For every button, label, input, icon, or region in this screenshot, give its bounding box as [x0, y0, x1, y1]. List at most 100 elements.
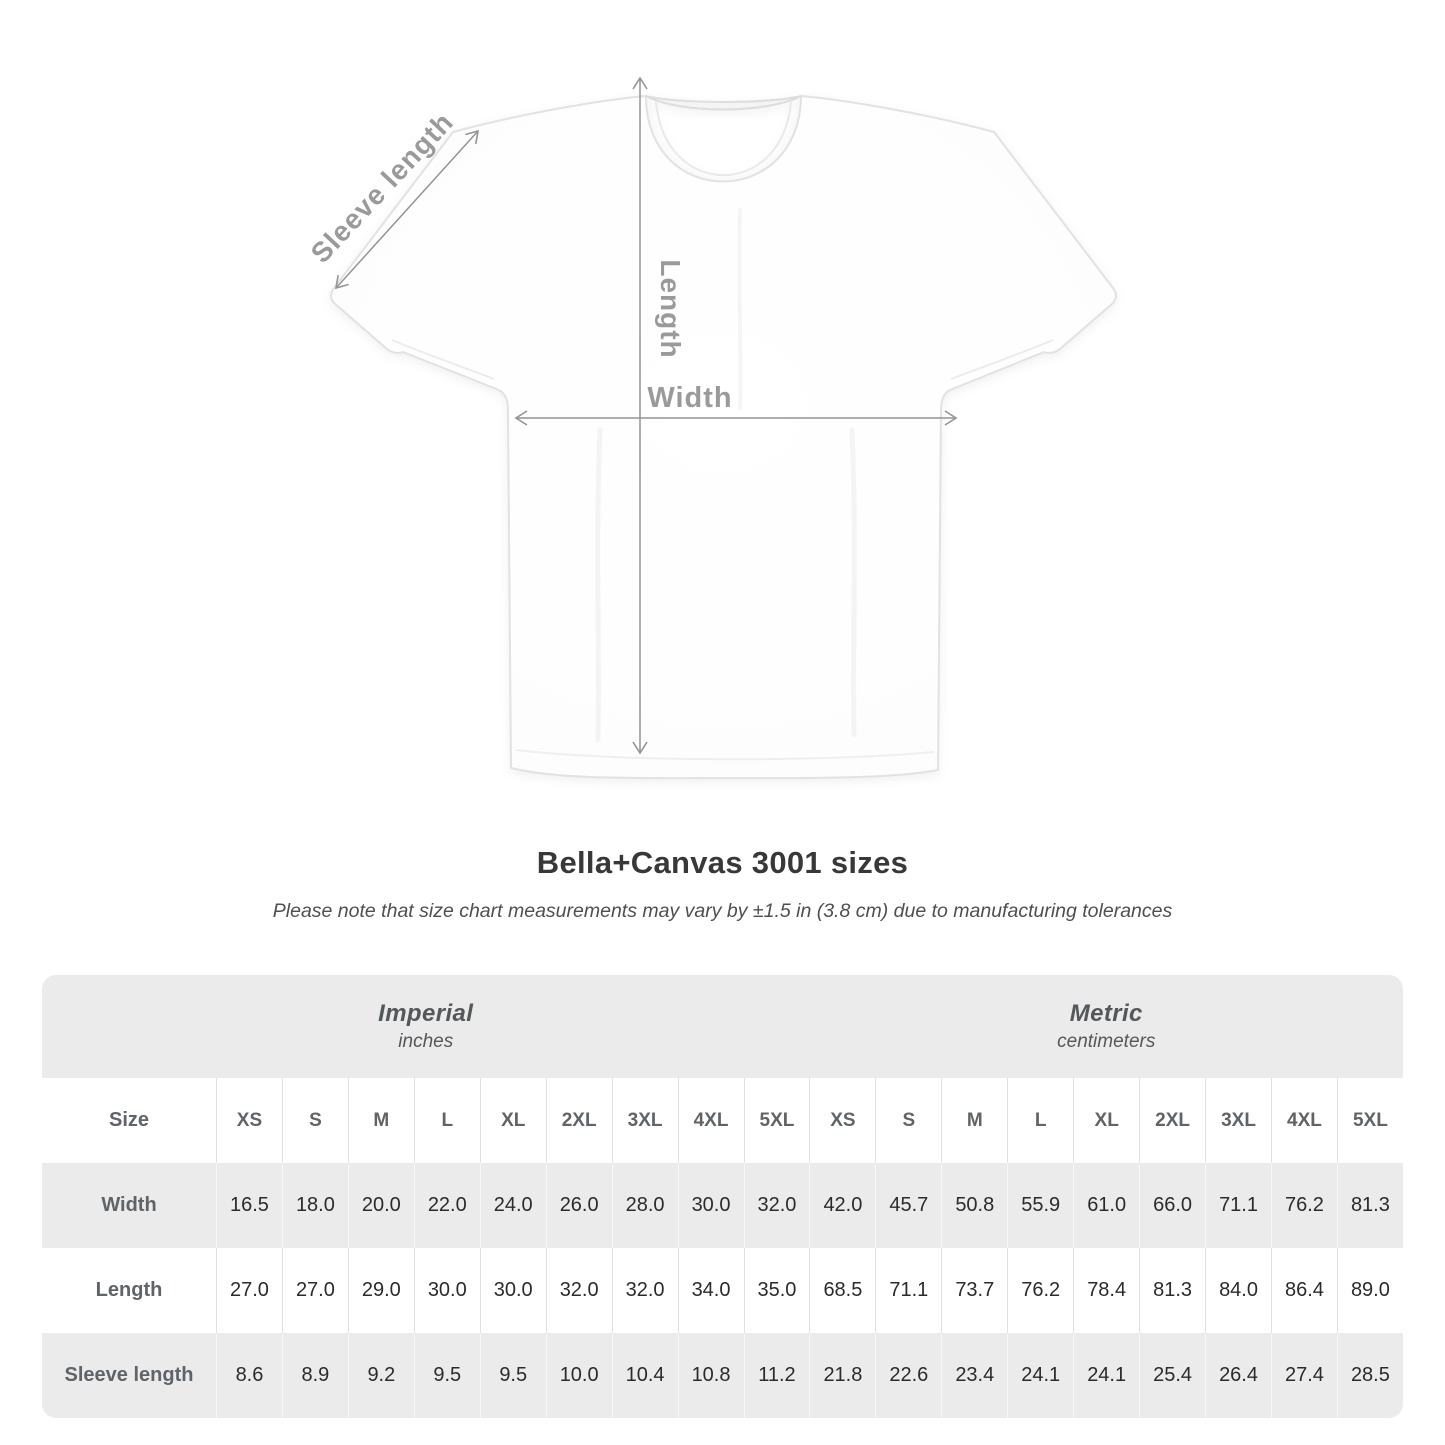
- metric-value-cell: 81.3: [1139, 1248, 1205, 1333]
- metric-subheader: centimeters: [1057, 1031, 1156, 1052]
- width-label: Width: [647, 382, 732, 414]
- metric-value-cell: 23.4: [941, 1333, 1007, 1418]
- size-header-metric: 2XL: [1139, 1078, 1205, 1163]
- imperial-value-cell: 9.5: [413, 1333, 480, 1418]
- row-label: Length: [95, 1279, 163, 1301]
- size-header-imperial: S: [281, 1078, 348, 1163]
- tshirt-body: [330, 95, 1117, 780]
- size-header-imperial: L: [413, 1078, 480, 1163]
- metric-header: Metric: [1069, 1000, 1143, 1027]
- imperial-value-cell: 10.0: [545, 1333, 612, 1418]
- imperial-value-cell: 30.0: [413, 1248, 480, 1333]
- metric-value-cell: 27.4: [1271, 1333, 1337, 1418]
- size-column-header: Size: [108, 1109, 150, 1131]
- size-header-metric: M: [941, 1078, 1007, 1163]
- metric-value-cell: 45.7: [875, 1163, 941, 1248]
- imperial-value-cell: 34.0: [677, 1248, 744, 1333]
- imperial-value-cell: 32.0: [743, 1163, 810, 1248]
- tshirt-back-collar: [645, 95, 802, 111]
- imperial-value-cell: 27.0: [216, 1248, 282, 1333]
- imperial-value-cell: 28.0: [611, 1163, 678, 1248]
- size-header-imperial: M: [347, 1078, 414, 1163]
- page-subtitle: Please note that size chart measurements…: [272, 900, 1173, 922]
- imperial-value-cell: 30.0: [677, 1163, 744, 1248]
- imperial-value-cell: 16.5: [216, 1163, 282, 1248]
- metric-section-header: Metric centimeters: [810, 975, 1404, 1078]
- imperial-value-cell: 27.0: [281, 1248, 348, 1333]
- metric-value-cell: 81.3: [1336, 1163, 1403, 1248]
- imperial-subheader: inches: [398, 1031, 454, 1052]
- size-header-imperial: XS: [216, 1078, 282, 1163]
- length-label: Length: [655, 259, 686, 358]
- metric-value-cell: 71.1: [1205, 1163, 1271, 1248]
- imperial-value-cell: 9.5: [479, 1333, 546, 1418]
- size-header-metric: S: [875, 1078, 941, 1163]
- metric-value-cell: 50.8: [941, 1163, 1007, 1248]
- imperial-value-cell: 8.6: [216, 1333, 282, 1418]
- wrinkle-line: [595, 427, 603, 743]
- metric-value-cell: 84.0: [1205, 1248, 1271, 1333]
- metric-value-cell: 76.2: [1007, 1248, 1073, 1333]
- left-sleeve-stitch: [391, 339, 495, 380]
- metric-value-cell: 78.4: [1073, 1248, 1139, 1333]
- imperial-value-cell: 35.0: [743, 1248, 810, 1333]
- imperial-value-cell: 18.0: [281, 1163, 348, 1248]
- metric-value-cell: 61.0: [1073, 1163, 1139, 1248]
- metric-value-cell: 68.5: [809, 1248, 875, 1333]
- size-header-metric: 4XL: [1271, 1078, 1337, 1163]
- metric-value-cell: 24.1: [1007, 1333, 1073, 1418]
- metric-value-cell: 26.4: [1205, 1333, 1271, 1418]
- metric-value-cell: 25.4: [1139, 1333, 1205, 1418]
- imperial-value-cell: 11.2: [743, 1333, 810, 1418]
- metric-value-cell: 24.1: [1073, 1333, 1139, 1418]
- size-header-metric: XS: [809, 1078, 875, 1163]
- imperial-value-cell: 22.0: [413, 1163, 480, 1248]
- size-header-metric: 3XL: [1205, 1078, 1271, 1163]
- size-header-imperial: 4XL: [677, 1078, 744, 1163]
- imperial-value-cell: 8.9: [281, 1333, 348, 1418]
- metric-value-cell: 71.1: [875, 1248, 941, 1333]
- metric-value-cell: 55.9: [1007, 1163, 1073, 1248]
- row-label: Width: [101, 1194, 157, 1216]
- imperial-value-cell: 10.8: [677, 1333, 744, 1418]
- metric-value-cell: 22.6: [875, 1333, 941, 1418]
- measurement-row: Sleeve length 8.6 8.9 9.2 9.5 9.5 10.0 10.4 10.8…: [42, 1333, 1403, 1418]
- size-header-row: Size XS S M L XL 2XL 3XL 4XL 5XL XS S M L XL 2XL 3XL 4XL 5…: [42, 1078, 1403, 1163]
- size-table: Imperial inches Metric centimeters Size X…: [42, 975, 1403, 1418]
- bottom-hem-stitch: [515, 749, 935, 761]
- imperial-value-cell: 26.0: [545, 1163, 612, 1248]
- wrinkle-line: [737, 208, 743, 410]
- measurement-row: Length 27.0 27.0 29.0 30.0 30.0 32.0 32.0 34.0 35…: [42, 1248, 1403, 1333]
- wrinkle-line: [849, 427, 857, 738]
- sleeve-length-arrow: [335, 129, 479, 290]
- imperial-value-cell: 24.0: [479, 1163, 546, 1248]
- metric-value-cell: 76.2: [1271, 1163, 1337, 1248]
- metric-value-cell: 89.0: [1336, 1248, 1403, 1333]
- metric-value-cell: 73.7: [941, 1248, 1007, 1333]
- imperial-value-cell: 32.0: [545, 1248, 612, 1333]
- imperial-header: Imperial: [378, 1000, 474, 1027]
- imperial-value-cell: 30.0: [479, 1248, 546, 1333]
- unit-header-band: Imperial inches Metric centimeters: [42, 975, 1403, 1078]
- imperial-value-cell: 29.0: [347, 1248, 414, 1333]
- size-table-body: Size XS S M L XL 2XL 3XL 4XL 5XL XS S M L XL 2XL 3XL 4XL 5…: [42, 1078, 1403, 1418]
- measurement-row: Width 16.5 18.0 20.0 22.0 24.0 26.0 28.0 30.0 32.…: [42, 1163, 1403, 1248]
- page-title: Bella+Canvas 3001 sizes: [536, 845, 909, 880]
- row-label: Sleeve length: [64, 1364, 194, 1386]
- size-header-metric: 5XL: [1336, 1078, 1403, 1163]
- size-header-imperial: 5XL: [743, 1078, 810, 1163]
- tshirt-illustration: [330, 95, 1117, 780]
- metric-value-cell: 66.0: [1139, 1163, 1205, 1248]
- size-header-metric: XL: [1073, 1078, 1139, 1163]
- metric-value-cell: 28.5: [1336, 1333, 1403, 1418]
- imperial-value-cell: 32.0: [611, 1248, 678, 1333]
- imperial-value-cell: 9.2: [347, 1333, 414, 1418]
- metric-value-cell: 86.4: [1271, 1248, 1337, 1333]
- tshirt-collar-ribbing: [655, 100, 792, 177]
- metric-value-cell: 42.0: [809, 1163, 875, 1248]
- tshirt-diagram: Sleeve length Length Width: [305, 76, 1117, 780]
- size-header-imperial: XL: [479, 1078, 546, 1163]
- right-sleeve-stitch: [950, 339, 1054, 380]
- size-header-metric: L: [1007, 1078, 1073, 1163]
